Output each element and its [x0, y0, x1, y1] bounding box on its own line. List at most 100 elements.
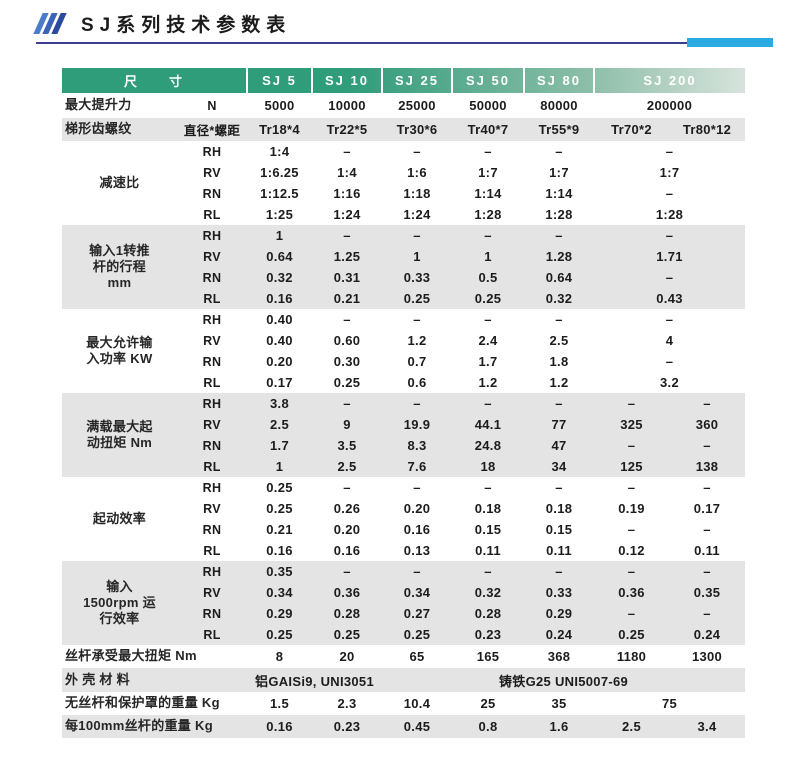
value-cell: 0.28: [452, 603, 525, 624]
value-cell: 5000: [264, 98, 295, 113]
row-running-efficiency-1500rpm-RH: 输入 1500rpm 运 行效率 RH 0.35– – – – – –: [62, 561, 746, 645]
value-cell: 8: [275, 649, 284, 664]
value-cell: –: [382, 225, 453, 246]
value-cell: 0.35: [247, 561, 313, 582]
row-label-trapezoidal-thread: 梯形齿螺纹: [62, 118, 177, 141]
value-cell: Tr55*9: [524, 118, 595, 141]
value-cell: –: [665, 186, 674, 201]
value-cell: 77: [524, 414, 595, 435]
value-cell: –: [665, 354, 674, 369]
value-cell: 0.20: [333, 522, 361, 537]
row-starting-efficiency-RL: RL 0.16 0.16 0.13 0.11 0.11 0.12 0.11: [62, 540, 745, 561]
column-header-sj5: SJ 5: [246, 68, 313, 93]
value-cell: –: [524, 393, 595, 414]
value-cell: 1:25: [265, 207, 294, 222]
value-cell: 2.3: [337, 696, 357, 711]
value-cell: 0.25: [266, 480, 293, 495]
value-cell: Tr18*4: [247, 118, 313, 141]
value-cell: 1.7: [247, 435, 313, 456]
column-header-sj10: SJ 10: [311, 68, 383, 93]
sub-label-RL: RL: [203, 375, 221, 390]
value-cell: 0.28: [312, 603, 383, 624]
sub-label-RV: RV: [177, 246, 248, 267]
value-cell: 0.32: [524, 288, 595, 309]
section-label-starting-efficiency: 起动效率: [92, 510, 147, 526]
value-cell: 44.1: [452, 414, 525, 435]
value-cell: –: [669, 393, 746, 414]
value-cell: 1.28: [524, 246, 595, 267]
row-label-housing-material: 外 壳 材 料: [62, 668, 248, 692]
value-cell: 0.16: [266, 543, 293, 558]
value-cell: 1:18: [403, 186, 431, 201]
sub-label-RN: RN: [202, 354, 222, 369]
value-cell: 1:7: [478, 165, 498, 180]
value-cell: 165: [476, 649, 500, 664]
value-cell: 360: [669, 414, 746, 435]
row-starting-efficiency-RV: RV 0.25 0.26 0.20 0.18 0.18 0.19 0.17: [62, 498, 745, 519]
value-cell: 1.2: [407, 333, 427, 348]
value-cell: Tr80*12: [669, 118, 746, 141]
value-cell: 25: [480, 696, 496, 711]
value-cell: 4: [665, 333, 674, 348]
value-cell: –: [627, 480, 636, 495]
value-cell: Tr40*7: [452, 118, 525, 141]
row-max-allowed-input-power-RL: RL 0.17 0.25 0.6 1.2 1.2 3.2: [62, 372, 745, 393]
value-cell: 1.5: [270, 696, 289, 711]
title-accent-bar: [687, 38, 773, 47]
value-cell: 1:24: [333, 207, 361, 222]
value-cell: 0.16: [403, 522, 431, 537]
value-cell: –: [669, 603, 746, 624]
sub-label-RN: RN: [202, 186, 222, 201]
row-sub-trapezoidal-thread: 直径*螺距: [177, 118, 248, 141]
value-cell: 0.16: [247, 715, 313, 738]
row-sub-max-lift-force: N: [207, 98, 217, 113]
value-cell: 1300: [691, 649, 723, 664]
row-stroke-per-input-rev-RV: RV 0.64 1.25 1 1 1.28 1.71: [62, 246, 746, 267]
value-cell: 0.25: [594, 624, 670, 645]
value-cell: 0.24: [669, 624, 746, 645]
value-cell: 0.20: [403, 501, 431, 516]
row-full-load-max-starting-torque-RN: RN 1.7 3.5 8.3 24.8 47– –: [62, 435, 746, 456]
value-cell: 0.12: [618, 543, 645, 558]
value-cell: 0.32: [452, 582, 525, 603]
value-cell: –: [382, 393, 453, 414]
page-title: SJ系列技术参数表: [81, 15, 292, 36]
value-cell: –: [484, 144, 492, 159]
value-cell: 0.17: [693, 501, 721, 516]
value-cell: 2.5: [247, 414, 313, 435]
value-cell: 0.33: [382, 267, 453, 288]
row-reduction-ratio-RN: RN 1:12.5 1:16 1:18 1:14 1:14 –: [62, 183, 745, 204]
value-cell: 0.21: [312, 288, 383, 309]
sub-label-RN: RN: [177, 435, 248, 456]
row-full-load-max-starting-torque-RV: RV 2.5 9 19.9 44.1 77 325 360: [62, 414, 746, 435]
value-cell: 19.9: [382, 414, 453, 435]
value-cell: 1:7: [659, 165, 680, 180]
header-row: 尺 寸 SJ 5 SJ 10 SJ 25 SJ 50 SJ 80 SJ 200: [62, 68, 746, 93]
section-label-reduction-ratio: 减速比: [99, 174, 140, 190]
value-cell: 0.60: [333, 333, 361, 348]
value-cell: 1:24: [403, 207, 431, 222]
sub-label-RV: RV: [177, 414, 248, 435]
value-cell: –: [484, 480, 492, 495]
value-cell: 0.11: [694, 543, 720, 558]
value-cell: –: [524, 225, 595, 246]
value-cell: –: [343, 312, 351, 327]
value-cell: 0.29: [247, 603, 313, 624]
value-cell: 24.8: [452, 435, 525, 456]
value-cell: 1:12.5: [260, 186, 299, 201]
value-cell: 0.26: [333, 501, 361, 516]
row-running-efficiency-1500rpm-RV: RV 0.34 0.36 0.34 0.32 0.33 0.36 0.35: [62, 582, 746, 603]
value-cell: 3.2: [660, 375, 680, 390]
value-cell: –: [703, 522, 711, 537]
value-cell: –: [669, 435, 746, 456]
value-cell: 0.23: [312, 715, 383, 738]
section-label-full-load-max-starting-torque: 满载最大起 动扭矩 Nm: [62, 393, 177, 477]
value-cell: –: [382, 561, 453, 582]
value-cell: 0.25: [333, 375, 361, 390]
value-cell: 35: [551, 696, 567, 711]
section-label-max-allowed-input-power: 最大允许输 入功率 KW: [86, 334, 153, 366]
value-cell: 1.2: [478, 375, 498, 390]
value-cell: –: [413, 144, 421, 159]
value-cell: –: [594, 267, 746, 288]
triple-slash-icon: [33, 13, 67, 34]
